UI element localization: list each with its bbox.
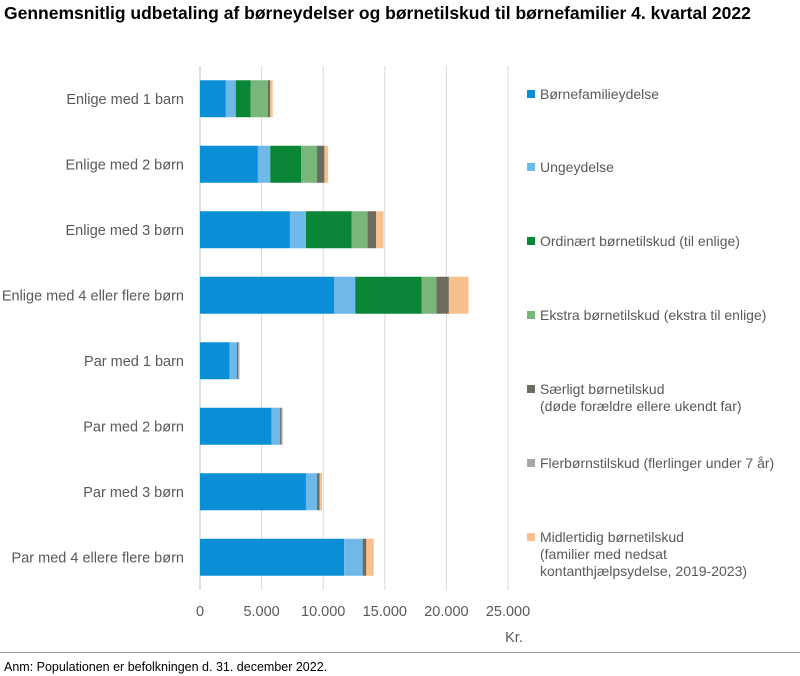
category-label: Par med 1 barn [84,354,184,370]
bar-segment [448,276,469,314]
x-tick-label: 15.000 [363,604,407,620]
bar-segment [280,407,282,445]
bar-segment [200,80,226,118]
bar-segment [271,407,281,445]
x-axis-label: Kr. [505,630,523,646]
bar-segment [250,80,268,118]
bar-segment [200,276,335,314]
category-label: Par med 4 ellere flere børn [12,550,184,566]
legend-swatch [527,237,535,245]
stacked-bar-chart: Enlige med 1 barn Enlige med 2 børn Enlige… [2,66,774,646]
footer-divider [0,652,800,653]
x-tick-label: 5.000 [243,604,279,620]
gridlines [199,66,509,590]
bar-segment [317,145,325,183]
x-tick-label: 25.000 [486,604,530,620]
legend-swatch [527,385,535,393]
legend-label: Ordinært børnetilskud (til enlige) [540,233,740,249]
legend-swatch [527,533,535,541]
legend-label: Ekstra børnetilskud (ekstra til enlige) [540,307,766,323]
category-label: Par med 2 børn [83,419,184,435]
bar-segment [324,145,329,183]
bar-segment [421,276,437,314]
bar-segment [305,473,318,511]
legend: Børnefamilieydelse Ungeydelse Ordinært bør… [527,86,774,579]
category-label: Enlige med 4 eller flere børn [2,288,184,304]
bar-segment [236,342,239,380]
bar-segment [334,276,356,314]
x-tick-label: 0 [196,604,204,620]
bar-segment [225,80,236,118]
bar-segment [344,538,363,576]
bar-segment [362,538,367,576]
bar-segment [200,342,230,380]
category-label: Enlige med 1 barn [66,92,184,108]
bar-segment [355,276,422,314]
chart-title: Gennemsnitlig udbetaling af børneydelser… [4,3,751,23]
bar-segment [200,145,258,183]
category-labels: Enlige med 1 barn Enlige med 2 børn Enlige… [2,92,184,567]
legend-label: Flerbørnstilskud (flerlinger under 7 år) [540,455,774,471]
bar-segment [376,211,384,249]
legend-swatch [527,311,535,319]
legend-label: Midlertidig børnetilskud (familier med ne… [540,529,747,579]
bar-segment [367,211,377,249]
bar-segment [351,211,368,249]
bar-segment [289,211,306,249]
legend-swatch [527,459,535,467]
legend-label: Ungeydelse [540,159,614,175]
bar-segment [238,342,240,380]
bar-segment [200,473,306,511]
bar-segment [257,145,271,183]
bar-segment [436,276,449,314]
bar-segment [366,538,374,576]
bar-segment [270,145,302,183]
category-label: Enlige med 3 børn [66,223,184,239]
bar-segment [317,473,320,511]
bar-segment [229,342,237,380]
bar-segment [270,80,273,118]
legend-swatch [527,90,535,98]
bar-segment [319,473,322,511]
bar-segment [267,80,271,118]
x-tick-labels: 0 5.000 10.000 15.000 20.000 25.000 [196,604,530,620]
x-tick-label: 10.000 [301,604,345,620]
bar-segment [301,145,318,183]
bar-segment [281,407,283,445]
bar-segment [200,538,345,576]
legend-label: Børnefamilieydelse [540,86,659,102]
bars [200,80,469,576]
bar-segment [200,407,272,445]
legend-swatch [527,163,535,171]
category-label: Par med 3 børn [83,485,184,501]
category-label: Enlige med 2 børn [66,157,184,173]
bar-segment [235,80,251,118]
x-tick-label: 20.000 [424,604,468,620]
bar-segment [305,211,352,249]
legend-label: Særligt børnetilskud (døde forældre eller… [540,381,742,414]
footnote: Anm: Populationen er befolkningen d. 31.… [4,660,328,674]
bar-segment [200,211,290,249]
